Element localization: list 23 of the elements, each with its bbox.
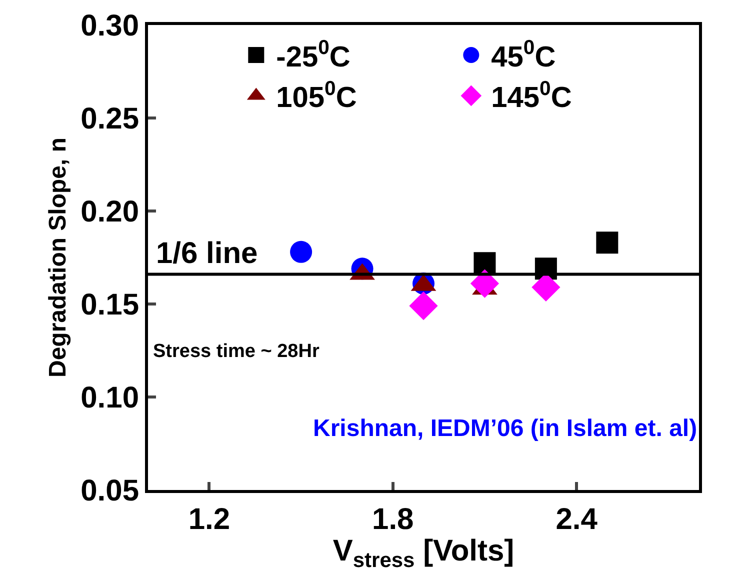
y-tick-label: 0.20 <box>80 196 139 228</box>
point <box>474 252 496 274</box>
legend-label: 45$^{0}$C <box>491 37 556 74</box>
point <box>290 240 312 263</box>
y-tick-label: 0.25 <box>80 102 139 136</box>
x-tick-label: 2.4 <box>556 503 598 536</box>
y-tick-label: 0.05 <box>80 474 139 508</box>
legend-label: -25$^{0}$C <box>276 37 350 74</box>
annotation: Stress time ~ 28Hr <box>153 341 320 362</box>
y-axis-title: Degradation Slope, n <box>44 137 72 378</box>
y-tick-label: 0.15 <box>80 288 139 322</box>
y-tick-label: 0.30 <box>80 10 139 42</box>
point <box>409 292 438 320</box>
x-tick-label: 1.8 <box>372 503 414 536</box>
point <box>470 269 500 298</box>
x-tick-label: 1.2 <box>188 503 230 536</box>
ref-line-label: 1/6 line <box>156 237 258 270</box>
legend-label: 145$^{0}$C <box>491 78 572 114</box>
legend-label: 105$^{0}$C <box>276 78 357 114</box>
y-tick-label: 0.10 <box>80 382 139 414</box>
point <box>596 232 618 254</box>
x-axis-title: V$_{stress}$ [Volts] <box>332 534 514 572</box>
annotation: Krishnan, IEDM’06 (in Islam et. al) <box>313 415 698 442</box>
